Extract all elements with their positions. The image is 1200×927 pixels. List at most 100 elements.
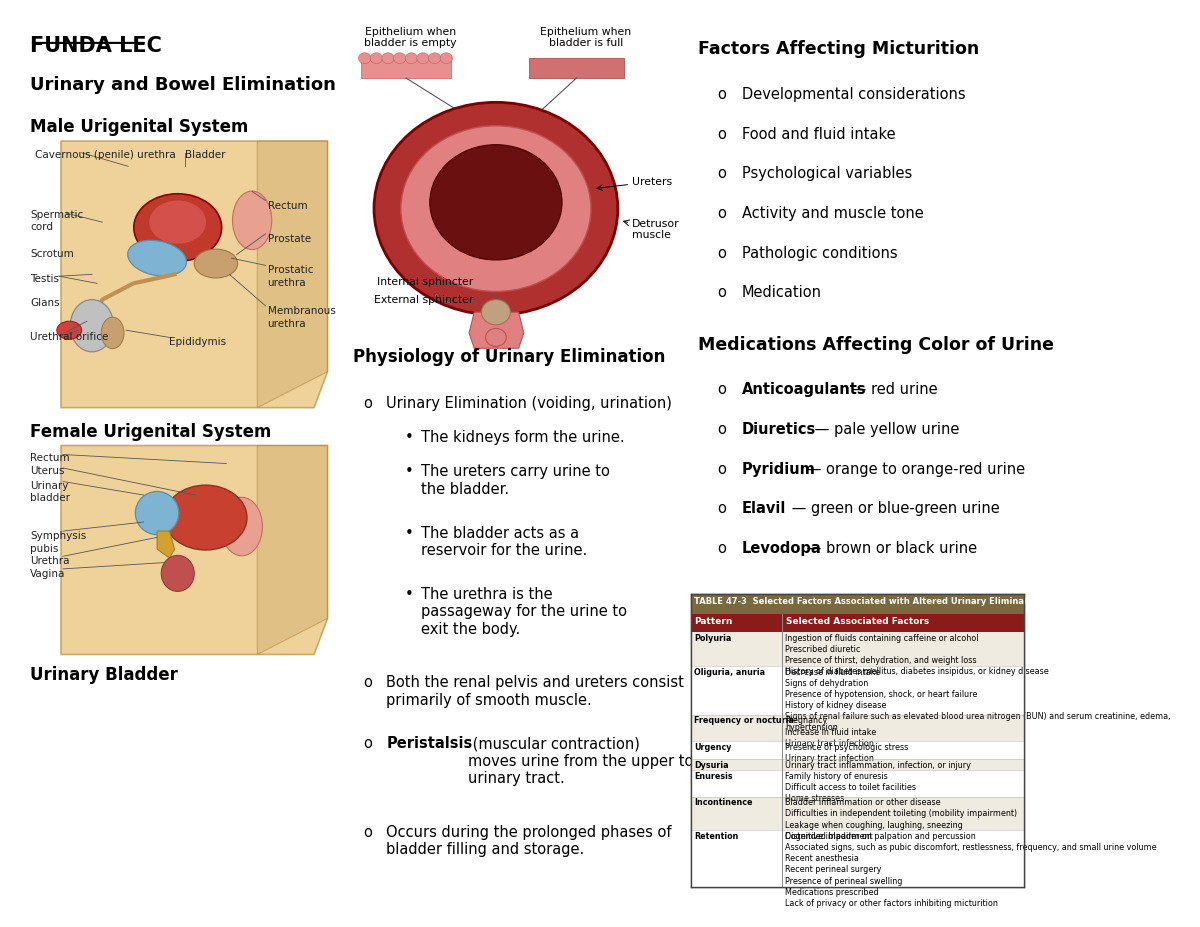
Text: o: o [364, 396, 372, 411]
Text: Both the renal pelvis and ureters consist
primarily of smooth muscle.: Both the renal pelvis and ureters consis… [386, 675, 684, 707]
Text: Incontinence: Incontinence [695, 798, 752, 807]
FancyBboxPatch shape [691, 796, 1024, 831]
FancyBboxPatch shape [360, 58, 451, 78]
Ellipse shape [101, 317, 124, 349]
Text: bladder: bladder [30, 493, 70, 503]
Text: •: • [406, 430, 414, 445]
Text: o: o [716, 166, 726, 182]
Text: Enuresis: Enuresis [695, 772, 733, 781]
Polygon shape [469, 312, 524, 349]
Text: TABLE 47-3  Selected Factors Associated with Altered Urinary Elimination: TABLE 47-3 Selected Factors Associated w… [695, 597, 1043, 606]
Text: Spermatic: Spermatic [30, 210, 83, 220]
Text: Activity and muscle tone: Activity and muscle tone [742, 206, 924, 221]
Polygon shape [61, 141, 328, 408]
Circle shape [428, 53, 440, 64]
Text: (muscular contraction)
moves urine from the upper to the lower
urinary tract.: (muscular contraction) moves urine from … [468, 736, 767, 786]
Circle shape [370, 53, 383, 64]
Text: Peristalsis: Peristalsis [386, 736, 473, 752]
Text: Cavernous (penile) urethra: Cavernous (penile) urethra [35, 150, 176, 160]
Text: FUNDA LEC: FUNDA LEC [30, 36, 162, 56]
Text: Dysuria: Dysuria [695, 761, 728, 770]
Text: Selected Associated Factors: Selected Associated Factors [786, 616, 930, 626]
FancyBboxPatch shape [529, 58, 624, 78]
Text: Pattern: Pattern [695, 616, 733, 626]
Text: Levodopa: Levodopa [742, 541, 822, 556]
FancyBboxPatch shape [691, 594, 1024, 614]
FancyBboxPatch shape [691, 715, 1024, 741]
FancyBboxPatch shape [691, 770, 1024, 796]
FancyBboxPatch shape [691, 666, 1024, 715]
Text: Urgency: Urgency [695, 743, 732, 752]
Text: Diuretics: Diuretics [742, 422, 816, 438]
Polygon shape [257, 141, 328, 408]
Ellipse shape [71, 299, 114, 352]
Text: Bladder inflammation or other disease
Difficulties in independent toileting (mob: Bladder inflammation or other disease Di… [785, 798, 1018, 841]
Text: Distended bladder on palpation and percussion
Associated signs, such as pubic di: Distended bladder on palpation and percu… [785, 832, 1157, 908]
Circle shape [486, 328, 506, 347]
Ellipse shape [221, 497, 263, 556]
Text: Food and fluid intake: Food and fluid intake [742, 127, 895, 142]
Text: Epithelium when
bladder is empty: Epithelium when bladder is empty [364, 27, 456, 48]
Ellipse shape [149, 200, 206, 244]
Circle shape [374, 102, 618, 315]
Text: Urinary and Bowel Elimination: Urinary and Bowel Elimination [30, 76, 336, 95]
Text: Developmental considerations: Developmental considerations [742, 87, 966, 102]
Text: o: o [716, 383, 726, 398]
Text: •: • [406, 526, 414, 540]
Text: Prostate: Prostate [268, 234, 311, 244]
Text: o: o [364, 825, 372, 840]
Text: Testis: Testis [30, 274, 59, 285]
Ellipse shape [56, 322, 82, 339]
Text: Female Urigenital System: Female Urigenital System [30, 423, 271, 441]
Text: Urinary Bladder: Urinary Bladder [30, 667, 178, 684]
FancyBboxPatch shape [691, 741, 1024, 759]
Text: Polyuria: Polyuria [695, 634, 732, 642]
FancyBboxPatch shape [691, 614, 1024, 632]
Text: Uterus: Uterus [30, 466, 65, 476]
Text: Psychological variables: Psychological variables [742, 166, 912, 182]
Text: Occurs during the prolonged phases of
bladder filling and storage.: Occurs during the prolonged phases of bl… [386, 825, 672, 857]
Circle shape [440, 53, 452, 64]
Polygon shape [257, 446, 328, 654]
Text: Prostatic: Prostatic [268, 265, 313, 275]
Circle shape [359, 53, 371, 64]
Circle shape [382, 53, 395, 64]
Text: Frequency or nocturia: Frequency or nocturia [695, 717, 794, 726]
FancyBboxPatch shape [691, 632, 1024, 666]
Text: Medication: Medication [742, 286, 822, 300]
Text: Ingestion of fluids containing caffeine or alcohol
Prescribed diuretic
Presence : Ingestion of fluids containing caffeine … [785, 634, 1049, 676]
Text: Vagina: Vagina [30, 569, 65, 578]
Text: o: o [716, 541, 726, 556]
Text: o: o [716, 87, 726, 102]
Text: — orange to orange-red urine: — orange to orange-red urine [802, 462, 1025, 476]
FancyBboxPatch shape [691, 831, 1024, 887]
Text: Physiology of Urinary Elimination: Physiology of Urinary Elimination [353, 349, 666, 366]
Text: o: o [716, 502, 726, 516]
Text: pubis: pubis [30, 543, 59, 553]
Text: Glans: Glans [30, 298, 60, 308]
Text: External sphincter: External sphincter [374, 295, 473, 305]
Ellipse shape [136, 491, 179, 535]
Circle shape [430, 145, 562, 260]
Ellipse shape [134, 194, 222, 261]
Text: The urethra is the
passageway for the urine to
exit the body.: The urethra is the passageway for the ur… [420, 587, 626, 637]
Text: o: o [716, 286, 726, 300]
FancyBboxPatch shape [691, 594, 1024, 887]
Ellipse shape [164, 485, 247, 550]
Text: The ureters carry urine to
the bladder.: The ureters carry urine to the bladder. [420, 464, 610, 497]
Text: Factors Affecting Micturition: Factors Affecting Micturition [698, 40, 979, 58]
Text: Epithelium when
bladder is full: Epithelium when bladder is full [540, 27, 631, 48]
Text: urethra: urethra [268, 278, 306, 288]
Text: — green or blue-green urine: — green or blue-green urine [787, 502, 1000, 516]
Text: Scrotum: Scrotum [30, 249, 73, 260]
Text: Medications Affecting Color of Urine: Medications Affecting Color of Urine [698, 336, 1055, 353]
Text: o: o [364, 736, 372, 752]
Ellipse shape [161, 555, 194, 591]
Text: Pyridium: Pyridium [742, 462, 816, 476]
Text: •: • [406, 464, 414, 479]
Circle shape [406, 53, 418, 64]
Ellipse shape [233, 191, 271, 249]
Ellipse shape [194, 249, 238, 278]
Text: muscle: muscle [632, 230, 671, 240]
Text: o: o [716, 422, 726, 438]
